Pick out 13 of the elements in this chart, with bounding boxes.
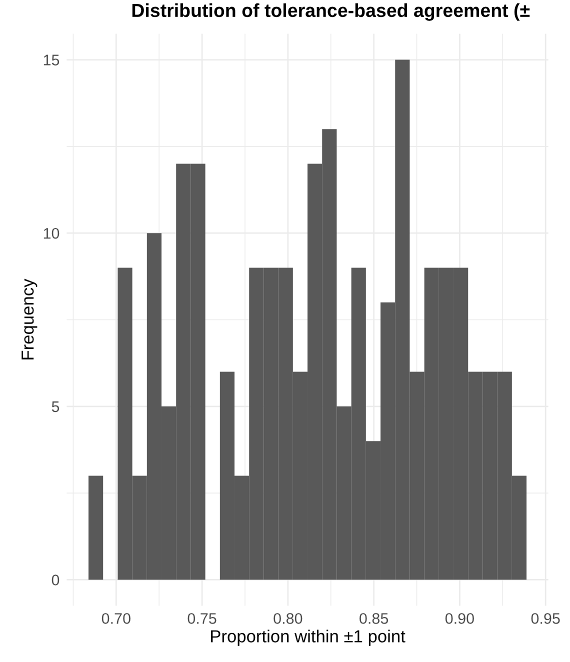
- y-tick-label: 0: [52, 574, 60, 586]
- y-axis-title: Frequency: [22, 278, 38, 360]
- x-tick-label: 0.95: [531, 613, 560, 624]
- x-tick-label: 0.85: [360, 613, 388, 624]
- chart-title: Distribution of tolerance-based agreement (±: [132, 3, 530, 21]
- x-tick-label: 0.75: [188, 613, 216, 624]
- y-tick-label: 10: [44, 228, 60, 239]
- x-tick-label: 0.80: [274, 613, 302, 624]
- x-axis-title: Proportion within ±1 point: [211, 630, 406, 646]
- x-tick-label: 0.70: [102, 613, 130, 624]
- y-tick-label: 5: [52, 401, 60, 412]
- y-tick-label: 15: [44, 54, 60, 66]
- x-tick-label: 0.90: [445, 613, 474, 624]
